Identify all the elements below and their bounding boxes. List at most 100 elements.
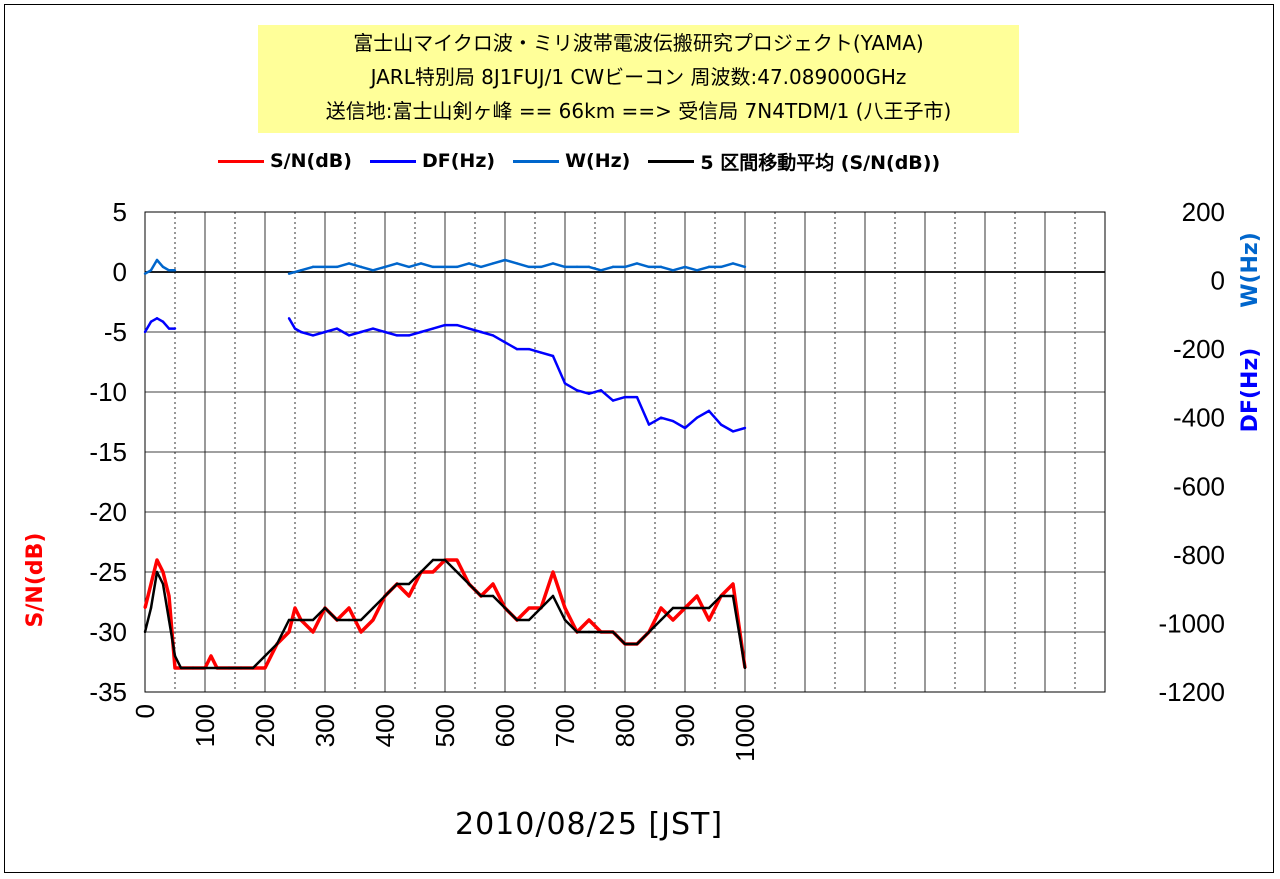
data-point: [719, 423, 723, 426]
data-point: [179, 666, 183, 670]
legend-item-df: DF(Hz): [369, 150, 495, 172]
data-point: [635, 395, 639, 399]
data-point: [161, 582, 165, 586]
data-point: [527, 265, 531, 269]
y-left-tick-label: -25: [89, 557, 127, 587]
data-point: [455, 558, 459, 562]
data-point: [671, 419, 675, 423]
data-point: [311, 630, 315, 634]
data-point: [743, 265, 747, 269]
y-right-tick-label: -1200: [1159, 677, 1226, 707]
data-point: [443, 323, 447, 327]
data-point: [161, 320, 165, 323]
data-point: [659, 618, 663, 622]
y-left-tick-label: -20: [89, 497, 127, 527]
data-point: [191, 666, 195, 670]
data-point: [551, 594, 555, 598]
y-left-axis-title: S/N(dB): [23, 533, 48, 628]
data-point: [383, 265, 387, 269]
data-point: [731, 430, 735, 433]
data-point: [167, 618, 171, 622]
series-line-3: [143, 558, 747, 670]
data-point: [587, 265, 591, 269]
data-point: [287, 618, 291, 622]
data-point: [149, 269, 153, 272]
legend-swatch-df: [369, 159, 416, 163]
data-point: [359, 330, 363, 334]
data-point: [455, 323, 459, 327]
y-right-tick-label: -600: [1173, 471, 1225, 501]
data-point: [323, 265, 327, 269]
data-point: [431, 570, 435, 574]
y-right-tick-label: -200: [1173, 334, 1225, 364]
data-point: [443, 265, 447, 269]
data-point: [707, 606, 711, 610]
data-point: [563, 382, 567, 385]
data-point: [407, 265, 411, 269]
x-tick-label: 800: [610, 704, 640, 747]
data-point: [671, 618, 675, 622]
legend-item-w: W(Hz): [513, 150, 630, 172]
data-point: [299, 269, 303, 272]
data-point: [707, 265, 711, 269]
data-point: [527, 347, 531, 351]
data-point: [323, 330, 327, 334]
data-point: [263, 666, 267, 670]
legend-label-sn: S/N(dB): [270, 150, 352, 172]
data-point: [659, 416, 663, 419]
data-point: [335, 327, 339, 330]
data-point: [431, 327, 435, 330]
data-point: [491, 582, 495, 586]
data-point: [173, 666, 177, 670]
y-right-axis-title-df: DF(Hz): [1238, 348, 1263, 433]
data-point: [611, 630, 615, 634]
data-point: [311, 618, 315, 622]
legend-swatch-sn: [218, 159, 264, 163]
data-point: [647, 265, 651, 269]
data-point: [491, 262, 495, 265]
data-point: [707, 409, 711, 413]
data-point: [503, 606, 507, 610]
y-left-tick-label: 0: [113, 257, 127, 287]
data-point: [143, 606, 147, 610]
x-tick-label: 500: [430, 704, 460, 747]
data-point: [209, 654, 213, 658]
data-point: [155, 317, 159, 320]
data-point: [143, 630, 147, 634]
legend-swatch-w: [513, 159, 560, 163]
data-point: [293, 606, 297, 610]
data-point: [503, 258, 507, 262]
data-point: [227, 666, 231, 670]
data-point: [599, 630, 603, 634]
data-point: [149, 582, 153, 586]
data-point: [347, 334, 351, 337]
data-point: [311, 334, 315, 337]
data-point: [149, 320, 153, 323]
data-point: [347, 606, 351, 610]
x-tick-label: 200: [250, 704, 280, 747]
data-point: [659, 265, 663, 269]
data-point: [563, 265, 567, 269]
data-point: [251, 666, 255, 670]
data-point: [551, 262, 555, 265]
data-point: [527, 618, 531, 622]
data-point: [407, 594, 411, 598]
data-point: [575, 630, 579, 634]
data-point: [149, 606, 153, 610]
data-point: [347, 618, 351, 622]
y-right-tick-label: -400: [1173, 403, 1225, 433]
data-point: [173, 654, 177, 658]
data-point: [563, 606, 567, 610]
data-point: [287, 317, 291, 320]
data-point: [155, 570, 159, 574]
chart-legend: S/N(dB) DF(Hz) W(Hz) 5 区間移動平均 (S/N(dB)): [218, 146, 958, 176]
data-point: [611, 399, 615, 402]
data-point: [143, 330, 147, 334]
data-point: [647, 630, 651, 634]
data-point: [395, 582, 399, 586]
data-point: [587, 618, 591, 622]
data-point: [575, 389, 579, 392]
x-tick-label: 1000: [730, 704, 760, 762]
data-point: [395, 262, 399, 265]
data-point: [299, 330, 303, 334]
